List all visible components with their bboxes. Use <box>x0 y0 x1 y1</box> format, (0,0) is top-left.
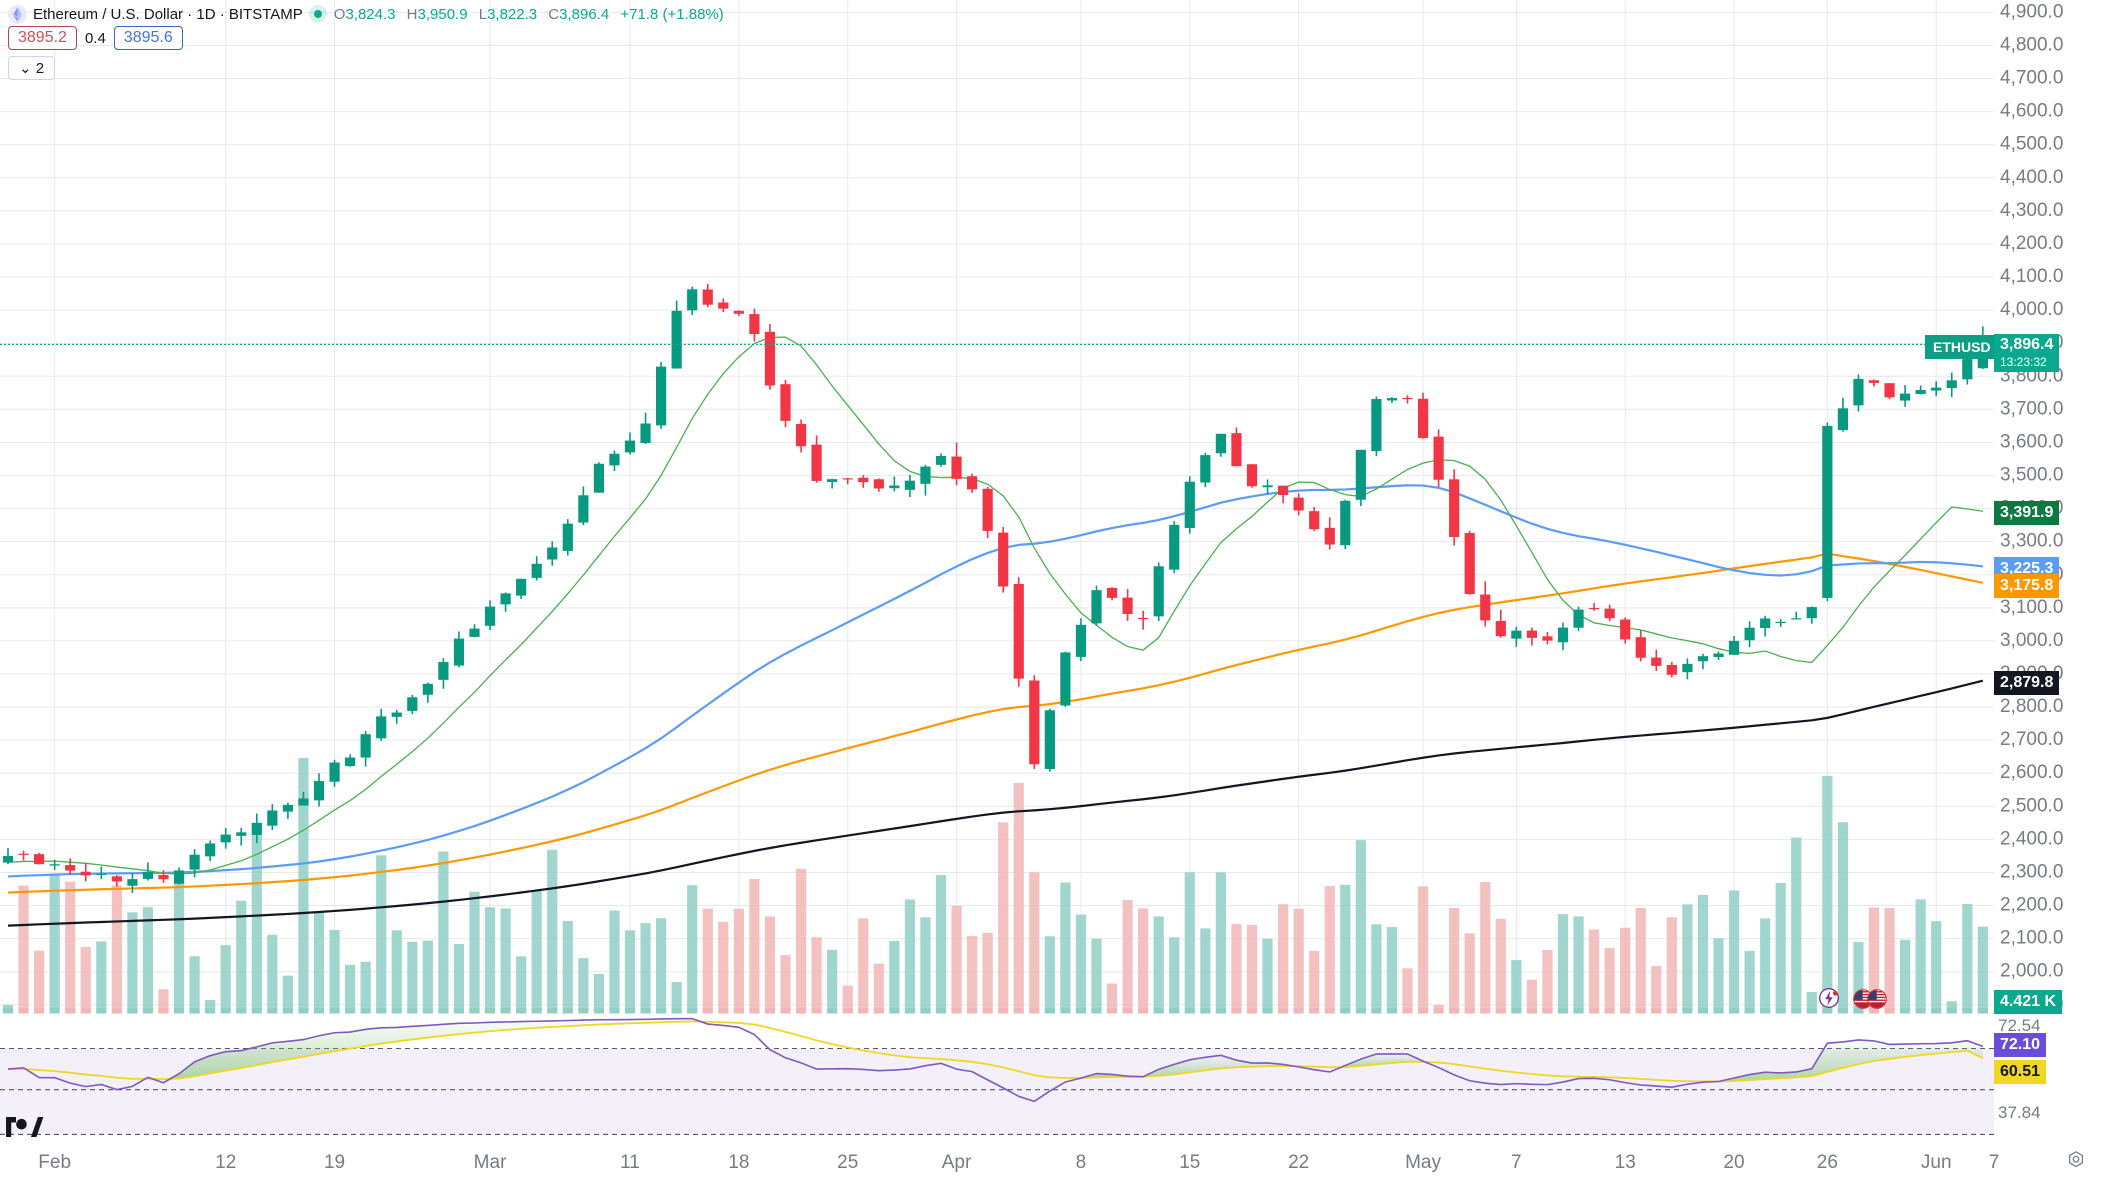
svg-text:3,500.0: 3,500.0 <box>2000 465 2063 486</box>
svg-text:7: 7 <box>1511 1152 1522 1173</box>
svg-text:4,200.0: 4,200.0 <box>2000 233 2063 254</box>
svg-text:18: 18 <box>728 1152 749 1173</box>
svg-text:2,800.0: 2,800.0 <box>2000 696 2063 717</box>
svg-text:26: 26 <box>1817 1152 1838 1173</box>
svg-text:3,000.0: 3,000.0 <box>2000 630 2063 651</box>
svg-text:4,000.0: 4,000.0 <box>2000 299 2063 320</box>
svg-text:Mar: Mar <box>474 1152 507 1173</box>
svg-text:4,500.0: 4,500.0 <box>2000 134 2063 155</box>
svg-text:4,900.0: 4,900.0 <box>2000 1 2063 22</box>
svg-text:3,700.0: 3,700.0 <box>2000 398 2063 419</box>
svg-text:4,300.0: 4,300.0 <box>2000 200 2063 221</box>
svg-text:15: 15 <box>1179 1152 1200 1173</box>
svg-text:4,700.0: 4,700.0 <box>2000 68 2063 89</box>
svg-text:25: 25 <box>837 1152 858 1173</box>
svg-text:4,600.0: 4,600.0 <box>2000 101 2063 122</box>
svg-text:2,200.0: 2,200.0 <box>2000 895 2063 916</box>
svg-text:4,400.0: 4,400.0 <box>2000 167 2063 188</box>
svg-text:3,300.0: 3,300.0 <box>2000 531 2063 552</box>
svg-text:3,100.0: 3,100.0 <box>2000 597 2063 618</box>
svg-text:13: 13 <box>1615 1152 1636 1173</box>
svg-text:4,800.0: 4,800.0 <box>2000 34 2063 55</box>
svg-text:22: 22 <box>1288 1152 1309 1173</box>
svg-text:19: 19 <box>324 1152 345 1173</box>
svg-text:12: 12 <box>215 1152 236 1173</box>
svg-text:2,400.0: 2,400.0 <box>2000 828 2063 849</box>
svg-text:Apr: Apr <box>942 1152 972 1173</box>
svg-text:4,100.0: 4,100.0 <box>2000 266 2063 287</box>
svg-text:Jun: Jun <box>1921 1152 1952 1173</box>
svg-text:3,600.0: 3,600.0 <box>2000 431 2063 452</box>
svg-text:Feb: Feb <box>38 1152 71 1173</box>
svg-text:7: 7 <box>1989 1152 2000 1173</box>
svg-text:2,300.0: 2,300.0 <box>2000 861 2063 882</box>
svg-text:20: 20 <box>1723 1152 1744 1173</box>
svg-text:8: 8 <box>1076 1152 1087 1173</box>
svg-text:11: 11 <box>620 1152 640 1173</box>
svg-text:2,000.0: 2,000.0 <box>2000 961 2063 982</box>
svg-text:May: May <box>1405 1152 1441 1173</box>
svg-text:2,600.0: 2,600.0 <box>2000 762 2063 783</box>
svg-text:2,500.0: 2,500.0 <box>2000 795 2063 816</box>
svg-text:2,700.0: 2,700.0 <box>2000 729 2063 750</box>
svg-text:2,100.0: 2,100.0 <box>2000 928 2063 949</box>
